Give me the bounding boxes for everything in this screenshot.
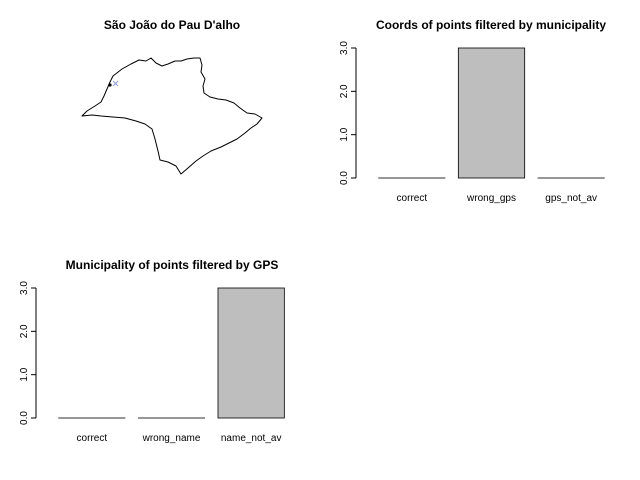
category-label: correct [77, 433, 108, 444]
map-panel: São João do Pau D'alho [81, 18, 263, 175]
y-tick-label: 0.0 [339, 171, 350, 185]
y-tick-label: 1.0 [339, 127, 350, 141]
bar-chart-municipality-by-gps: Municipality of points filtered by GPS 0.… [19, 258, 285, 444]
chart-title: Municipality of points filtered by GPS [66, 258, 279, 272]
y-tick-label: 3.0 [19, 281, 30, 295]
category-label: gps_not_av [545, 193, 597, 204]
y-tick-label: 3.0 [339, 41, 350, 55]
map-markers [108, 80, 119, 87]
y-tick-label: 2.0 [19, 324, 30, 338]
y-tick-label: 2.0 [339, 84, 350, 98]
y-tick-label: 1.0 [19, 367, 30, 381]
municipality-point-marker [112, 80, 119, 87]
category-label: wrong_name [142, 433, 201, 444]
map-title: São João do Pau D'alho [104, 18, 240, 32]
category-label: correct [397, 193, 428, 204]
category-label: name_not_av [221, 433, 282, 444]
y-tick-label: 0.0 [19, 411, 30, 425]
category-label: wrong_gps [466, 193, 516, 204]
gps-point-marker [108, 83, 112, 87]
chart-title: Coords of points filtered by municipalit… [376, 18, 606, 32]
state-outline-map [81, 57, 263, 175]
bar-wrong-gps [457, 47, 526, 179]
bar-name-not-av [217, 287, 285, 419]
bar-chart-coords-by-municipality: Coords of points filtered by municipalit… [339, 18, 606, 204]
